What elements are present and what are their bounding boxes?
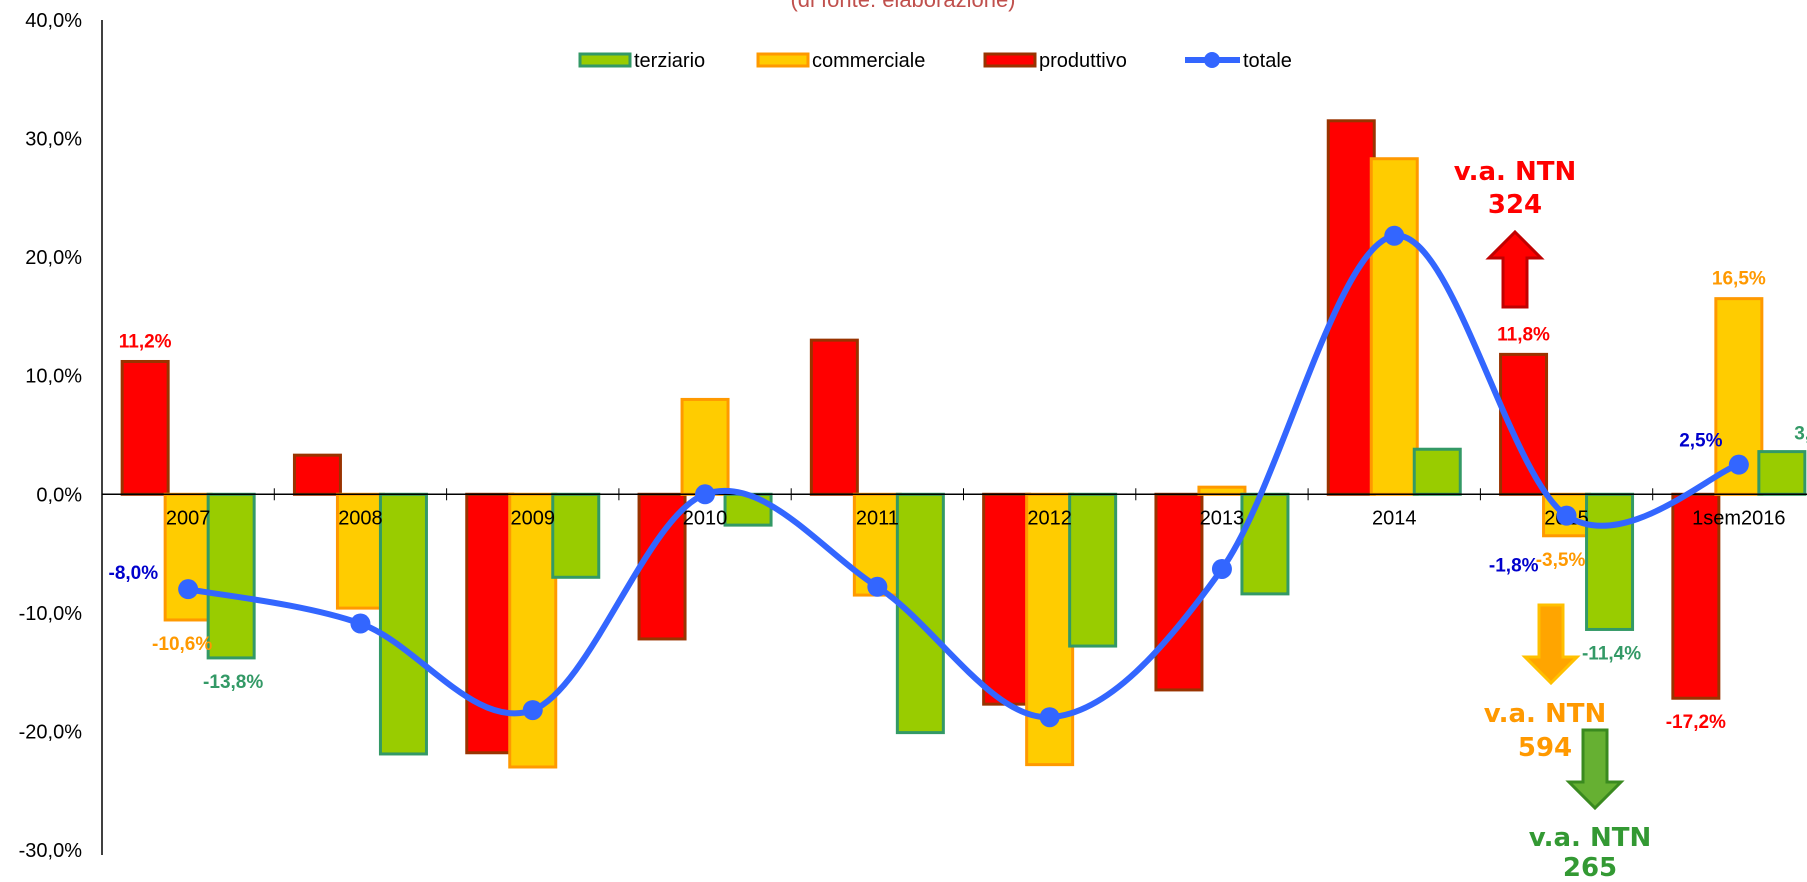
bar-terziario-2011: [895, 492, 945, 735]
series-line-totale: [187, 232, 1740, 721]
x-tick-label-2010: 2010: [683, 507, 728, 529]
arrow-down-icon-ntn-terziario: [1565, 728, 1625, 811]
x-tick-label-2009: 2009: [511, 507, 556, 529]
bar-terziario-2014: [1412, 447, 1462, 496]
data-label-produttivo-2007: 11,2%: [119, 331, 172, 352]
line-layer: [178, 225, 1749, 728]
bar-terziario-2008: [378, 492, 428, 756]
chart-subtitle: (di fonte: elaborazione): [790, 0, 1015, 12]
y-tick-label: 10,0%: [25, 366, 82, 388]
legend-label-terziario: terziario: [634, 50, 705, 72]
point-totale-2012: [1039, 707, 1060, 728]
bar-terziario-1sem2016: [1757, 450, 1807, 496]
y-tick-label: -20,0%: [19, 721, 83, 743]
annotation-ntn-terziario-title: v.a. NTN: [1529, 823, 1651, 853]
bar-commerciale-2009: [508, 492, 558, 769]
data-label-terziario-2015: -11,4%: [1582, 643, 1641, 664]
point-totale-2008: [350, 613, 371, 634]
data-label-totale-2015: -1,8%: [1489, 556, 1539, 577]
bar-terziario-2015: [1585, 492, 1635, 631]
annotation-ntn-terziario-value: 265: [1563, 853, 1617, 882]
x-tick-label-1sem2016: 1sem2016: [1692, 507, 1785, 529]
y-tick-label: 30,0%: [25, 129, 82, 151]
y-axis: 40,0% 30,0% 20,0% 10,0% 0,0% -10,0% -20,0% -30,…: [19, 10, 103, 862]
legend-swatch-commerciale: [756, 52, 810, 68]
data-label-commerciale-2015: -3,5%: [1536, 550, 1586, 571]
bar-terziario-2007: [206, 492, 256, 660]
bar-produttivo-2013: [1154, 492, 1204, 692]
bar-commerciale-2014: [1369, 157, 1419, 496]
point-totale-2010: [695, 484, 716, 505]
legend: terziario commerciale produttivo totale: [578, 50, 1292, 72]
y-tick-label: -30,0%: [19, 840, 83, 862]
y-tick-label: 20,0%: [25, 247, 82, 269]
point-totale-1sem2016: [1728, 454, 1749, 475]
legend-label-produttivo: produttivo: [1039, 50, 1127, 72]
x-tick-label-2011: 2011: [856, 507, 899, 529]
data-label-produttivo-1sem2016: -17,2%: [1666, 712, 1726, 733]
x-axis: 2007200820092010201120122013201420151sem…: [101, 488, 1807, 529]
annotation-ntn-produttivo-value: 324: [1488, 190, 1542, 220]
annotation-ntn-commerciale-title: v.a. NTN: [1484, 699, 1606, 729]
annotation-ntn-produttivo-title: v.a. NTN: [1454, 157, 1576, 187]
data-label-totale-2007: -8,0%: [109, 563, 159, 584]
point-totale-2007: [178, 579, 199, 600]
x-tick-label-2013: 2013: [1200, 507, 1245, 529]
point-totale-2014: [1384, 225, 1405, 246]
bar-produttivo-2007: [120, 359, 170, 496]
legend-swatch-terziario: [578, 52, 632, 68]
x-tick-label-2012: 2012: [1027, 507, 1072, 529]
y-tick-label: 40,0%: [25, 10, 82, 32]
bar-commerciale-2010: [680, 397, 730, 496]
arrow-down-icon-ntn-commerciale: [1521, 603, 1581, 686]
bar-produttivo-2008: [292, 453, 342, 496]
y-tick-label: 0,0%: [36, 484, 82, 506]
data-label-terziario-2007: -13,8%: [203, 672, 263, 693]
data-label-totale-1sem2016: 2,5%: [1679, 431, 1722, 452]
legend-label-commerciale: commerciale: [812, 50, 925, 72]
point-totale-2011: [867, 576, 888, 597]
x-tick-label-2007: 2007: [166, 507, 211, 529]
point-totale-2009: [522, 700, 543, 721]
data-labels-layer: 11,2% -10,6% -13,8% -8,0% 11,8% -3,5% -11,4% -1…: [109, 269, 1807, 734]
data-label-commerciale-1sem2016: 16,5%: [1712, 269, 1766, 290]
data-label-commerciale-2007: -10,6%: [152, 634, 212, 655]
bar-produttivo-2011: [809, 338, 859, 496]
legend-label-totale: totale: [1243, 50, 1292, 72]
legend-swatch-marker-totale: [1204, 52, 1220, 68]
y-tick-label: -10,0%: [19, 603, 83, 625]
x-tick-label-2008: 2008: [338, 507, 383, 529]
point-totale-2015: [1556, 505, 1577, 526]
point-totale-2013: [1211, 558, 1232, 579]
bar-commerciale-2013: [1197, 485, 1247, 496]
data-label-produttivo-2015: 11,8%: [1497, 324, 1550, 345]
arrow-up-icon-ntn-produttivo: [1485, 229, 1545, 309]
bar-terziario-2013: [1240, 492, 1290, 596]
bar-produttivo-2012: [982, 492, 1032, 706]
data-label-terziario-1sem2016: 3,6%: [1794, 424, 1807, 445]
annotation-ntn-commerciale-value: 594: [1518, 733, 1572, 763]
legend-swatch-produttivo: [983, 52, 1037, 68]
x-tick-label-2014: 2014: [1372, 507, 1417, 529]
bar-terziario-2012: [1068, 492, 1118, 648]
bar-terziario-2009: [551, 492, 601, 579]
